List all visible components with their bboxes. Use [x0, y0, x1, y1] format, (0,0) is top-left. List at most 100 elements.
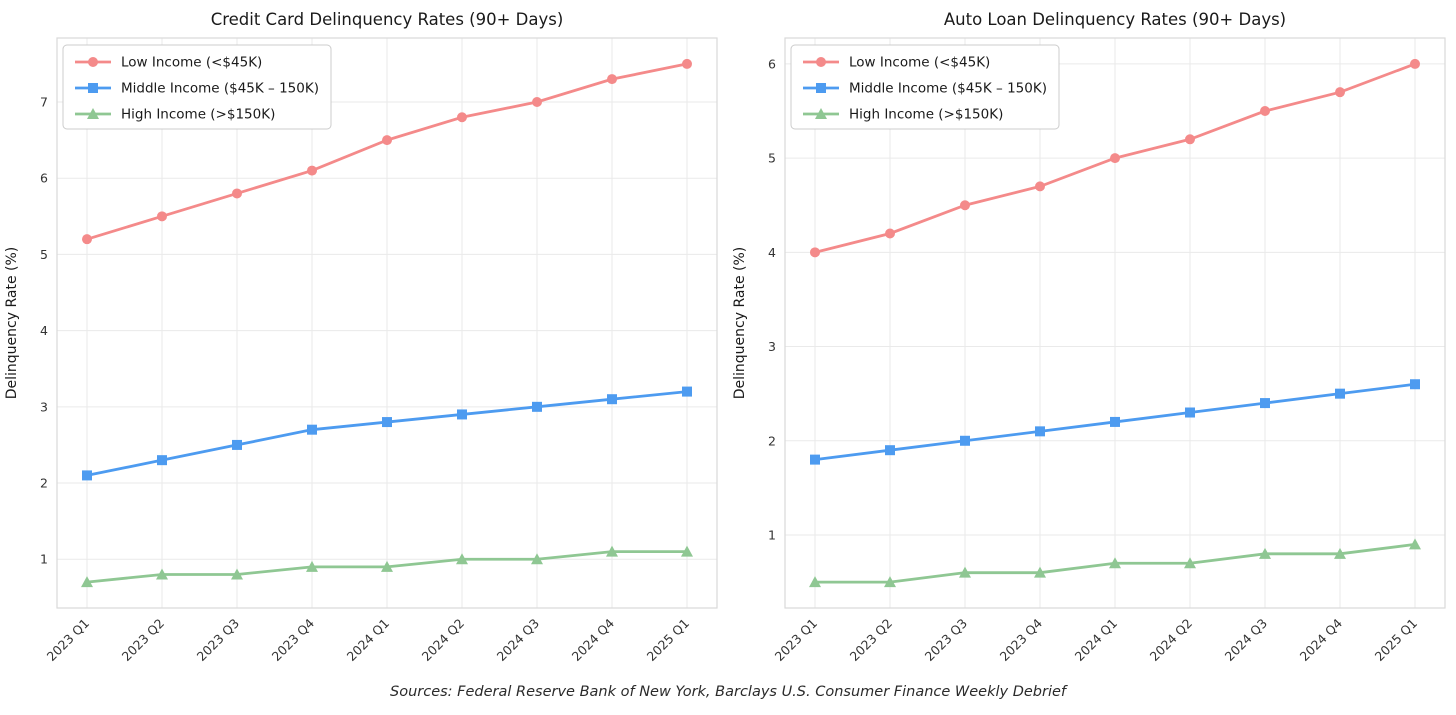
legend-item-low-income-45k: Low Income (<$45K): [75, 55, 262, 71]
x-tick-label: 2024 Q1: [344, 616, 392, 664]
square-marker: [532, 401, 542, 412]
y-tick-label: 6: [40, 171, 48, 186]
circle-marker: [960, 200, 970, 211]
circle-marker: [1410, 58, 1420, 69]
legend-label: Middle Income ($45K – 150K): [849, 81, 1047, 97]
triangle-marker: [1334, 547, 1346, 559]
square-marker: [232, 439, 242, 450]
legend: Low Income (<$45K) Middle Income ($45K – …: [62, 44, 332, 130]
y-tick-label: 3: [768, 339, 776, 354]
series-high-income-150k: [809, 538, 1421, 588]
x-tick-label: 2023 Q2: [847, 616, 895, 664]
circle-marker: [307, 165, 317, 176]
square-marker: [885, 445, 895, 456]
x-tick-label: 2023 Q3: [922, 616, 970, 664]
triangle-marker: [531, 553, 543, 565]
circle-marker: [1110, 153, 1120, 164]
y-tick-label: 2: [768, 433, 776, 448]
circle-marker: [1185, 134, 1195, 145]
triangle-marker: [156, 568, 168, 580]
square-marker: [1260, 398, 1270, 409]
triangle-marker: [884, 576, 896, 588]
legend-box: [62, 44, 332, 130]
x-tick-label: 2025 Q1: [644, 616, 692, 664]
square-marker: [1035, 426, 1045, 437]
triangle-marker: [1409, 538, 1421, 550]
square-marker: [960, 435, 970, 446]
x-tick-label: 2023 Q4: [269, 615, 318, 664]
triangle-marker: [81, 576, 93, 588]
square-marker: [810, 454, 820, 465]
chart-title-auto-loan: Auto Loan Delinquency Rates (90+ Days): [943, 10, 1287, 29]
triangle-marker: [1109, 557, 1121, 569]
triangle-marker: [1259, 547, 1271, 559]
x-axis-tick-labels: 2023 Q1 2023 Q2 2023 Q3 2023 Q4 2024 Q1 2024 …: [772, 615, 1420, 664]
legend-label: Middle Income ($45K – 150K): [121, 81, 319, 97]
y-tick-label: 4: [768, 245, 776, 260]
square-marker: [607, 394, 617, 405]
square-marker: [157, 455, 167, 466]
circle-marker: [382, 135, 392, 146]
y-axis-label: Delinquency Rate (%): [4, 247, 20, 400]
y-tick-label: 3: [40, 399, 48, 414]
y-tick-label: 1: [768, 527, 776, 542]
square-marker: [82, 470, 92, 481]
circle-marker: [157, 211, 167, 222]
circle-marker: [1260, 106, 1270, 117]
gridlines: [785, 38, 1445, 608]
x-tick-label: 2024 Q4: [569, 615, 618, 664]
square-marker: [457, 409, 467, 420]
x-axis-tick-labels: 2023 Q1 2023 Q2 2023 Q3 2023 Q4 2024 Q1 2024 …: [44, 615, 692, 664]
circle-marker: [810, 247, 820, 258]
square-marker: [816, 83, 826, 93]
square-marker: [682, 386, 692, 397]
triangle-marker: [1184, 557, 1196, 569]
y-axis-tick-labels: 1 2 3 4 5 6 7: [40, 95, 48, 567]
circle-marker: [682, 58, 692, 69]
y-axis-tick-labels: 1 2 3 4 5 6: [768, 56, 776, 542]
circle-marker: [885, 228, 895, 239]
x-tick-label: 2024 Q3: [494, 616, 542, 664]
x-tick-label: 2024 Q2: [419, 616, 467, 664]
x-tick-label: 2024 Q1: [1072, 616, 1120, 664]
series-low-income-45k: [810, 58, 1420, 258]
y-tick-label: 6: [768, 56, 776, 71]
gridlines: [57, 38, 717, 608]
triangle-marker: [606, 545, 618, 557]
triangle-marker: [381, 560, 393, 572]
legend-label: High Income (>$150K): [121, 107, 275, 123]
auto-loan-chart-panel: Auto Loan Delinquency Rates (90+ Days) 1…: [728, 0, 1456, 684]
legend-item-middle-income-45k-150k: Middle Income ($45K – 150K): [803, 81, 1047, 97]
triangle-marker: [306, 560, 318, 572]
legend-item-middle-income-45k-150k: Middle Income ($45K – 150K): [75, 81, 319, 97]
triangle-marker: [681, 545, 693, 557]
x-tick-label: 2024 Q3: [1222, 616, 1270, 664]
triangle-marker: [1034, 566, 1046, 578]
y-tick-label: 1: [40, 552, 48, 567]
square-marker: [1410, 379, 1420, 390]
circle-marker: [532, 97, 542, 108]
charts-row: Credit Card Delinquency Rates (90+ Days)…: [4, 0, 1456, 684]
series-high-income-150k: [81, 545, 693, 588]
square-marker: [1185, 407, 1195, 418]
circle-marker: [82, 234, 92, 245]
circle-marker: [1035, 181, 1045, 192]
sources-caption: Sources: Federal Reserve Bank of New Yor…: [390, 684, 1066, 700]
triangle-marker: [456, 553, 468, 565]
square-marker: [382, 417, 392, 428]
legend-item-high-income-150k: High Income (>$150K): [803, 107, 1003, 123]
square-marker: [1110, 416, 1120, 427]
x-tick-label: 2023 Q2: [119, 616, 167, 664]
circle-marker: [1335, 87, 1345, 98]
y-tick-label: 4: [40, 323, 48, 338]
legend-item-low-income-45k: Low Income (<$45K): [803, 55, 990, 71]
legend-label: Low Income (<$45K): [121, 55, 262, 71]
legend-box: [790, 44, 1060, 130]
square-marker: [1335, 388, 1345, 399]
triangle-marker: [231, 568, 243, 580]
legend: Low Income (<$45K) Middle Income ($45K – …: [790, 44, 1060, 130]
y-tick-label: 5: [40, 247, 48, 262]
triangle-marker: [959, 566, 971, 578]
legend-item-high-income-150k: High Income (>$150K): [75, 107, 275, 123]
